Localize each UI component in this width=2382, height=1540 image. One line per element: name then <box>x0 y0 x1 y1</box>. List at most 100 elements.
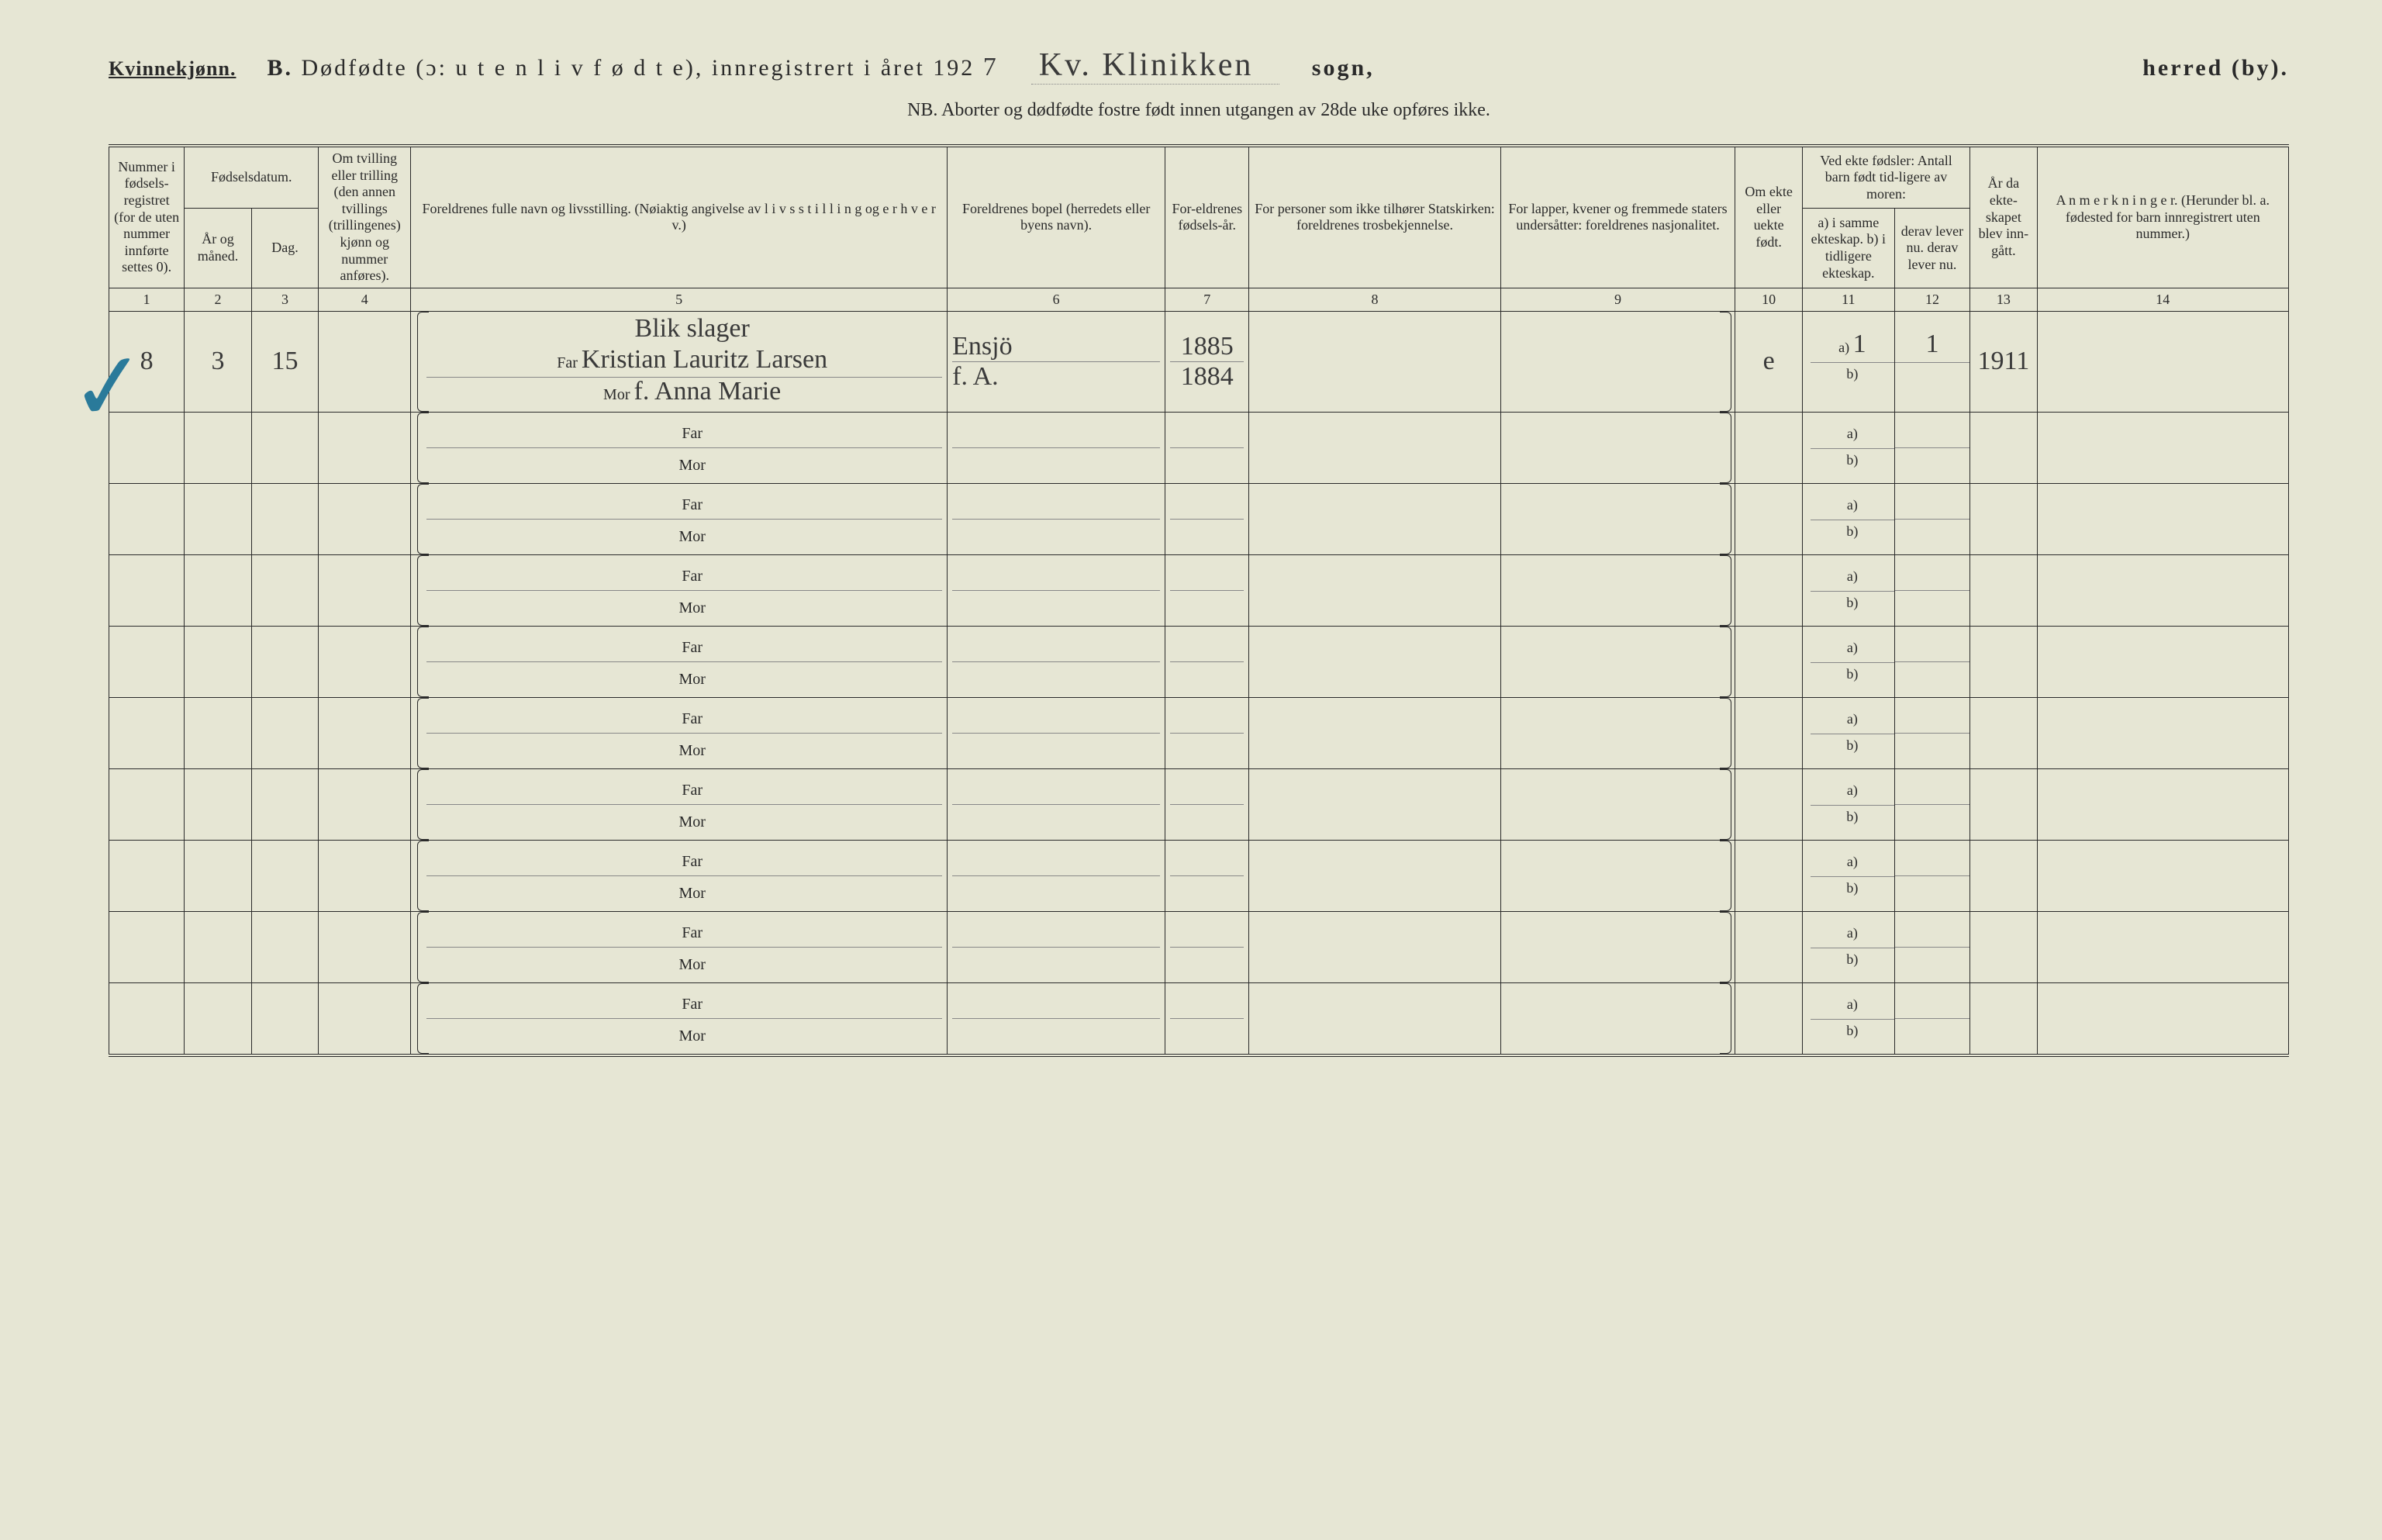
cell-ab: a) 1 b) <box>1802 311 1894 412</box>
cell-nasj <box>1500 697 1735 768</box>
cell-year-married <box>1970 626 2037 697</box>
gender-label: Kvinnekjønn. <box>109 57 236 81</box>
table-header: Nummer i fødsels-registret (for de uten … <box>109 146 2289 311</box>
col-header-3: Dag. <box>251 209 319 288</box>
colnum: 12 <box>1894 288 1969 311</box>
col-header-2-group: Fødselsdatum. <box>185 146 319 209</box>
cell-ekte <box>1735 697 1802 768</box>
cell-year-month <box>185 768 251 840</box>
cell-day <box>251 412 319 483</box>
cell-ekte <box>1735 911 1802 982</box>
cell-ab: a) b) <box>1802 768 1894 840</box>
cell-twin <box>319 768 411 840</box>
colnum: 8 <box>1249 288 1500 311</box>
cell-year-married <box>1970 483 2037 554</box>
cell-parents: Far Mor <box>411 911 948 982</box>
colnum: 11 <box>1802 288 1894 311</box>
cell-birth-years <box>1165 768 1249 840</box>
cell-parents: Far Mor <box>411 768 948 840</box>
cell-parents: Blik slager Far Kristian Lauritz Larsen … <box>411 311 948 412</box>
herred-label: herred (by). <box>2142 55 2289 81</box>
year-suffix: 7 <box>983 53 999 81</box>
cell-birth-years: 1885 1884 <box>1165 311 1249 412</box>
cell-nasj <box>1500 768 1735 840</box>
cell-twin <box>319 626 411 697</box>
cell-stats <box>1249 311 1500 412</box>
cell-twin <box>319 554 411 626</box>
cell-ab: a) b) <box>1802 840 1894 911</box>
colnum: 3 <box>251 288 319 311</box>
sogn-label: sogn, <box>1312 55 1375 81</box>
cell-remarks <box>2037 982 2288 1054</box>
cell-remarks <box>2037 311 2288 412</box>
cell-nasj <box>1500 982 1735 1054</box>
cell-ekte <box>1735 626 1802 697</box>
cell-day <box>251 554 319 626</box>
cell-parents: Far Mor <box>411 840 948 911</box>
cell-bopel <box>948 768 1165 840</box>
cell-lever <box>1894 626 1969 697</box>
cell-day <box>251 697 319 768</box>
cell-bopel <box>948 554 1165 626</box>
cell-lever <box>1894 911 1969 982</box>
colnum: 14 <box>2037 288 2288 311</box>
cell-year-married <box>1970 554 2037 626</box>
cell-nasj <box>1500 911 1735 982</box>
cell-birth-years <box>1165 840 1249 911</box>
col-header-12: derav lever nu. derav lever nu. <box>1894 209 1969 288</box>
cell-nasj <box>1500 554 1735 626</box>
cell-year-month <box>185 626 251 697</box>
cell-year-married <box>1970 840 2037 911</box>
cell-year-married <box>1970 911 2037 982</box>
cell-year-married <box>1970 982 2037 1054</box>
cell-stats <box>1249 697 1500 768</box>
table-body: 8315 Blik slager Far Kristian Lauritz La… <box>109 311 2289 1055</box>
cell-remarks <box>2037 412 2288 483</box>
cell-nasj <box>1500 412 1735 483</box>
col-header-9: For lapper, kvener og fremmede staters u… <box>1500 146 1735 288</box>
cell-stats <box>1249 554 1500 626</box>
colnum: 10 <box>1735 288 1802 311</box>
cell-stats <box>1249 911 1500 982</box>
col-header-1: Nummer i fødsels-registret (for de uten … <box>109 146 185 288</box>
cell-stats <box>1249 483 1500 554</box>
cell-parents: Far Mor <box>411 483 948 554</box>
col-header-13: År da ekte-skapet blev inn-gått. <box>1970 146 2037 288</box>
colnum: 5 <box>411 288 948 311</box>
cell-ab: a) b) <box>1802 412 1894 483</box>
cell-year-married <box>1970 768 2037 840</box>
title-line: B. Dødfødte (ɔ: u t e n l i v f ø d t e)… <box>267 47 1374 85</box>
cell-day <box>251 840 319 911</box>
cell-parents: Far Mor <box>411 626 948 697</box>
cell-ab: a) b) <box>1802 554 1894 626</box>
cell-birth-years <box>1165 697 1249 768</box>
cell-year-month <box>185 982 251 1054</box>
cell-birth-years <box>1165 554 1249 626</box>
cell-num <box>109 911 185 982</box>
cell-bopel <box>948 911 1165 982</box>
cell-lever: 1 <box>1894 311 1969 412</box>
cell-ab: a) b) <box>1802 483 1894 554</box>
column-numbers-row: 1 2 3 4 5 6 7 8 9 10 11 12 13 14 <box>109 288 2289 311</box>
cell-twin <box>319 483 411 554</box>
cell-ekte <box>1735 412 1802 483</box>
cell-lever <box>1894 768 1969 840</box>
register-table: Nummer i fødsels-registret (for de uten … <box>109 144 2289 1057</box>
cell-remarks <box>2037 840 2288 911</box>
cell-day <box>251 483 319 554</box>
cell-day <box>251 626 319 697</box>
cell-ab: a) b) <box>1802 911 1894 982</box>
title-main: Dødfødte (ɔ: u t e n l i v f ø d t e), i… <box>301 55 975 81</box>
cell-parents: Far Mor <box>411 412 948 483</box>
cell-birth-years <box>1165 483 1249 554</box>
parish-name: Kv. Klinikken <box>1031 47 1279 85</box>
cell-bopel <box>948 982 1165 1054</box>
cell-twin <box>319 412 411 483</box>
cell-lever <box>1894 840 1969 911</box>
cell-bopel <box>948 840 1165 911</box>
colnum: 9 <box>1500 288 1735 311</box>
colnum: 13 <box>1970 288 2037 311</box>
cell-twin <box>319 840 411 911</box>
cell-remarks <box>2037 483 2288 554</box>
cell-birth-years <box>1165 626 1249 697</box>
